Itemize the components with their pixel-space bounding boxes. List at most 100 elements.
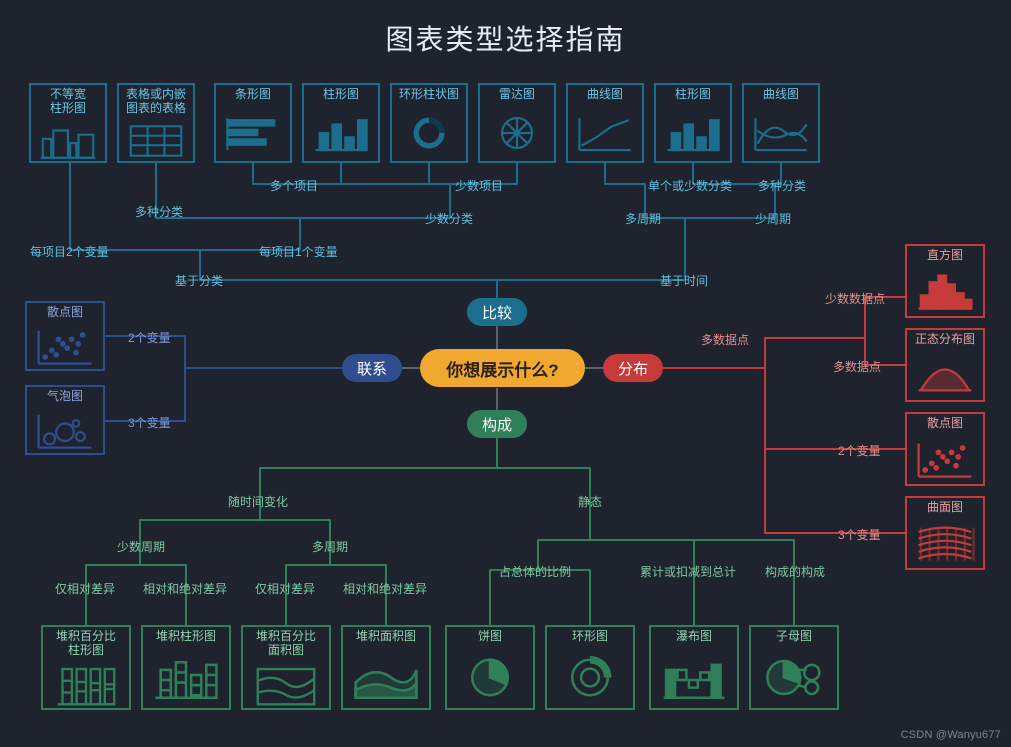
dist-scatter-icon — [907, 433, 983, 486]
cmpstackarea-icon — [343, 646, 429, 710]
cmp-varbar-icon — [31, 118, 105, 163]
cmp-nested: 子母图 — [749, 625, 839, 710]
cmp-varbar-label: 不等宽柱形图 — [31, 85, 105, 118]
cmp100bar-icon — [43, 660, 129, 710]
cmpstackbar: 堆积柱形图 — [141, 625, 231, 710]
cmp-hbar: 条形图 — [214, 83, 292, 163]
l-single-few: 单个或少数分类 — [648, 177, 732, 194]
l-few-period: 少周期 — [755, 210, 791, 227]
cmpstackbar-icon — [143, 646, 229, 710]
edge — [765, 368, 905, 449]
edge — [200, 250, 497, 298]
dist-hist: 直方图 — [905, 244, 985, 318]
l-cum: 累计或扣减到总计 — [640, 563, 736, 580]
edge — [590, 540, 694, 625]
l-2var: 2个变量 — [128, 329, 171, 346]
rel-scatter: 散点图 — [25, 301, 105, 371]
cmpstackbar-label: 堆积柱形图 — [143, 627, 229, 646]
h-dist: 分布 — [603, 354, 663, 382]
cmp100area-icon — [243, 660, 329, 710]
l-comp-of-comp: 构成的构成 — [765, 563, 825, 580]
l-static: 静态 — [578, 493, 602, 510]
cmp-ring-label: 环形图 — [547, 627, 633, 646]
dist-hist-label: 直方图 — [907, 246, 983, 265]
dist-hist-icon — [907, 265, 983, 318]
cmp-line2: 曲线图 — [742, 83, 820, 163]
diagram-stage: 图表类型选择指南 CSDN @Wanyu677 你想展示什么? 比较联系 分布构成 多… — [0, 0, 1011, 747]
cmp-nested-label: 子母图 — [751, 627, 837, 646]
cmp-line1: 曲线图 — [566, 83, 644, 163]
cmp-donutbar: 环形柱状图 — [390, 83, 468, 163]
cmp-pie: 饼图 — [445, 625, 535, 710]
cmp-varbar: 不等宽柱形图 — [29, 83, 107, 163]
dist-normal-icon — [907, 349, 983, 402]
cmp-waterfall: 瀑布图 — [649, 625, 739, 710]
cmp-donutbar-label: 环形柱状图 — [392, 85, 466, 104]
l-2var-item: 每项目2个变量 — [30, 243, 109, 260]
center-question: 你想展示什么? — [420, 349, 585, 387]
l-rel-abs1: 相对和绝对差异 — [143, 580, 227, 597]
l-base-time: 基于时间 — [660, 272, 708, 289]
cmp100bar-label: 堆积百分比柱形图 — [43, 627, 129, 660]
h-relation: 联系 — [342, 354, 402, 382]
l-many-period: 多周期 — [625, 210, 661, 227]
cmp-line1-label: 曲线图 — [568, 85, 642, 104]
l-prop-whole: 占总体的比例 — [499, 563, 571, 580]
l-few-points: 少数数据点 — [825, 290, 885, 307]
cmp100area-label: 堆积百分比面积图 — [243, 627, 329, 660]
l-2var-d: 2个变量 — [838, 442, 881, 459]
rel-bubble-label: 气泡图 — [27, 387, 103, 406]
h-compare: 比较 — [467, 298, 527, 326]
cmp-vbar-icon — [304, 104, 378, 163]
cmp-ring-icon — [547, 646, 633, 710]
cmp-radar-icon — [480, 104, 554, 163]
l-few-cat: 少数分类 — [425, 210, 473, 227]
rel-scatter-label: 散点图 — [27, 303, 103, 322]
dist-normal-label: 正态分布图 — [907, 330, 983, 349]
l-3var: 3个变量 — [128, 414, 171, 431]
cmp-table-label: 表格或内嵌图表的表格 — [119, 85, 193, 118]
l-base-cat: 基于分类 — [175, 272, 223, 289]
cmpstackarea: 堆积面积图 — [341, 625, 431, 710]
cmp-nested-icon — [751, 646, 837, 710]
dist-surface-label: 曲面图 — [907, 498, 983, 517]
cmp-table-icon — [119, 118, 193, 163]
edge — [590, 540, 794, 625]
cmp-vbar-label: 柱形图 — [304, 85, 378, 104]
cmp-line2-icon — [744, 104, 818, 163]
cmp-line1-icon — [568, 104, 642, 163]
dist-surface-icon — [907, 517, 983, 570]
rel-bubble-icon — [27, 406, 103, 455]
dist-scatter-label: 散点图 — [907, 414, 983, 433]
l-3var-d: 3个变量 — [838, 526, 881, 543]
dist-normal: 正态分布图 — [905, 328, 985, 402]
cmp-vbar: 柱形图 — [302, 83, 380, 163]
h-compose: 构成 — [467, 410, 527, 438]
cmp-hbar-icon — [216, 104, 290, 163]
rel-scatter-icon — [27, 322, 103, 371]
cmp-radar-label: 雷达图 — [480, 85, 554, 104]
dist-surface: 曲面图 — [905, 496, 985, 570]
watermark: CSDN @Wanyu677 — [901, 729, 1001, 741]
cmpstackarea-label: 堆积面积图 — [343, 627, 429, 646]
cmp-waterfall-icon — [651, 646, 737, 710]
dist-scatter: 散点图 — [905, 412, 985, 486]
l-few-item: 少数项目 — [455, 177, 503, 194]
l-rel-abs2: 相对和绝对差异 — [343, 580, 427, 597]
l-many-points: 多数据点 — [701, 331, 749, 348]
cmp100bar: 堆积百分比柱形图 — [41, 625, 131, 710]
cmp-waterfall-label: 瀑布图 — [651, 627, 737, 646]
cmp-vbar2: 柱形图 — [654, 83, 732, 163]
edge — [341, 163, 429, 184]
edge — [497, 218, 685, 280]
cmp-vbar2-label: 柱形图 — [656, 85, 730, 104]
l-multi-item: 多个项目 — [270, 177, 318, 194]
cmp-vbar2-icon — [656, 104, 730, 163]
page-title: 图表类型选择指南 — [0, 18, 1011, 58]
cmp-pie-label: 饼图 — [447, 627, 533, 646]
cmp-donutbar-icon — [392, 104, 466, 163]
cmp-hbar-label: 条形图 — [216, 85, 290, 104]
rel-bubble: 气泡图 — [25, 385, 105, 455]
l-multi-cat2: 多种分类 — [758, 177, 806, 194]
l-few-period2: 少数周期 — [117, 538, 165, 555]
